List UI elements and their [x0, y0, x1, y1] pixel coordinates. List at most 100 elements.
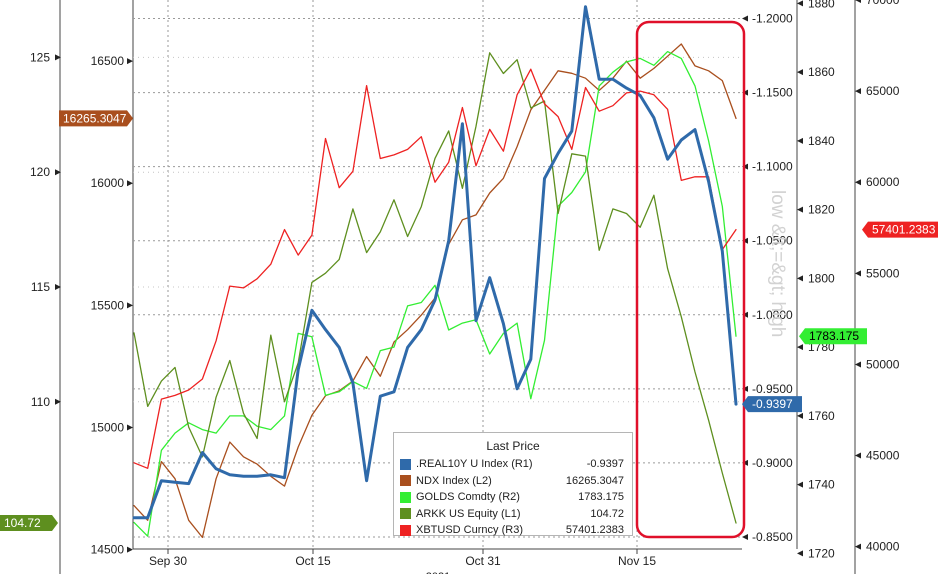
axis-r3-tick [855, 0, 861, 3]
legend-series-value: -0.9397 [586, 458, 624, 471]
axis-r2-tick-label: 1880 [808, 0, 835, 10]
legend-entry: GOLDS Comdty (R2) 1783.175 [394, 489, 632, 506]
series-line [132, 5, 738, 520]
x-axis-tick-label: Nov 15 [618, 554, 656, 568]
x-axis-tick-label: Oct 31 [465, 554, 501, 568]
axis-r2-tick [797, 550, 803, 557]
value-tag-xbt: 57401.2383 [862, 221, 938, 238]
legend-series-name: ARKK US Equity (L1) [416, 507, 521, 520]
axis-r2-tick-label: 1740 [808, 478, 835, 492]
value-tag-real10y: -0.9397 [742, 396, 802, 413]
value-tag-xbt-text: 57401.2383 [872, 223, 936, 237]
legend-title: Last Price [486, 439, 540, 453]
legend-swatch [400, 491, 411, 503]
legend-entry: ARKK US Equity (L1) 104.72 [394, 506, 632, 523]
legend-entry: .REAL10Y U Index (R1) -0.9397 [394, 456, 632, 473]
legend-series-name: GOLDS Comdty (R2) [416, 491, 520, 504]
legend-swatch [400, 458, 411, 470]
axis-r2-tick [797, 275, 803, 282]
series-line [133, 50, 737, 537]
legend-series-name: .REAL10Y U Index (R1) [416, 458, 533, 471]
axis-r3-tick [855, 543, 861, 550]
legend-swatch [400, 524, 411, 536]
axis-r1-tick-label: -1.0500 [752, 234, 793, 248]
axis-l2-tick [127, 424, 133, 431]
legend-entry: NDX Index (L2) 16265.3047 [394, 473, 632, 490]
axis-r3-tick [855, 179, 861, 186]
axis-r1: -0.8500 -0.9000 -0.9500 -1.0000 -1.0500 -1.10… [742, 0, 798, 549]
axis-l2-tick [127, 180, 133, 187]
axis-r3-tick-label: 70000 [866, 0, 900, 7]
x-axis-tick-label: Sep 30 [149, 554, 187, 568]
axis-r1-tick-label: -1.0000 [752, 308, 793, 322]
axis-l1-tick [55, 54, 61, 61]
axis-l1-tick-label: 125 [30, 50, 50, 64]
axis-r2-tick-label: 1720 [808, 546, 835, 560]
value-tag-gold: 1783.175 [799, 328, 867, 345]
value-tag-gold-text: 1783.175 [809, 329, 859, 343]
value-tag-gold-shape [799, 328, 867, 345]
axis-l2-tick-label: 16500 [91, 54, 125, 68]
value-tag-arkk-shape [0, 515, 58, 532]
axis-r2-tick-label: 1800 [808, 271, 835, 285]
axis-l2-tick [127, 546, 133, 553]
axis-l1-tick-label: 120 [30, 165, 50, 179]
axis-r3-tick [855, 270, 861, 277]
axis-r2-tick-label: 1840 [808, 134, 835, 148]
axis-r2-tick [797, 344, 803, 351]
axis-r2-tick [797, 206, 803, 213]
value-tag-ndx-shape [59, 110, 133, 127]
axis-r3-tick-label: 55000 [866, 266, 900, 280]
legend-swatch [400, 475, 411, 487]
axis-r2-tick [797, 412, 803, 419]
value-tag-real10y-text: -0.9397 [752, 397, 793, 411]
axis-r1-tick [742, 533, 748, 540]
axis-r1-tick-label: -1.1000 [752, 160, 793, 174]
legend-series-name: XBTUSD Curncy (R3) [416, 524, 523, 537]
x-axis-tick-label: Oct 15 [295, 554, 331, 568]
chart-legend: Last Price .REAL10Y U Index (R1) -0.9397… [393, 432, 633, 536]
series-lines [132, 5, 738, 539]
axis-l2: 14500 15000 15500 16000 16500 [91, 54, 133, 557]
axis-l1-tick [55, 398, 61, 405]
axis-r1-tick-label: -1.1500 [752, 86, 793, 100]
value-tag-arkk: 104.72 [0, 515, 58, 532]
legend-entry: XBTUSD Curncy (R3) 57401.2383 [394, 522, 632, 539]
axis-l2-tick-label: 15000 [91, 420, 125, 434]
series-line [133, 52, 737, 524]
axis-l2-tick-label: 15500 [91, 298, 125, 312]
axis-r2-tick [797, 137, 803, 144]
axis-r1-tick-label: -1.2000 [752, 12, 793, 26]
value-tag-ndx-text: 16265.3047 [63, 111, 127, 125]
legend-series-value: 16265.3047 [565, 474, 624, 487]
axis-l2-tick-label: 16000 [91, 176, 125, 190]
axis-r1-tick-label: -0.9500 [752, 382, 793, 396]
axis-r3-tick-label: 40000 [866, 540, 900, 554]
axis-l2-tick-label: 14500 [91, 543, 125, 557]
axis-r2-tick-label: 1760 [808, 409, 835, 423]
axis-r1-tick-label: -0.9000 [752, 456, 793, 470]
legend-series-value: 57401.2383 [565, 524, 624, 537]
axis-l1-tick [55, 284, 61, 290]
axis-r2-tick-label: 1860 [808, 65, 835, 79]
axis-r2-tick-label: 1820 [808, 203, 835, 217]
value-tag-xbt-shape [862, 221, 938, 238]
legend-series-value: 1783.175 [578, 491, 624, 504]
value-tag-arkk-text: 104.72 [4, 516, 41, 530]
axis-r3-tick-label: 60000 [866, 175, 900, 189]
highlight-box [635, 20, 746, 539]
axis-r3-tick [855, 88, 861, 95]
axis-r3-tick-label: 65000 [866, 84, 900, 98]
legend-series-name: NDX Index (L2) [416, 474, 492, 487]
axis-r3-tick-label: 50000 [866, 357, 900, 371]
axis-r3-tick [855, 361, 861, 368]
axis-l2-tick [127, 58, 133, 65]
legend-series-value: 104.72 [590, 507, 624, 520]
axis-r2-tick [797, 0, 803, 7]
legend-swatch [400, 508, 411, 520]
axis-r2-tick [797, 481, 803, 488]
axis-l1-tick-label: 110 [31, 395, 50, 409]
axis-l1-tick-label: 115 [31, 280, 50, 294]
